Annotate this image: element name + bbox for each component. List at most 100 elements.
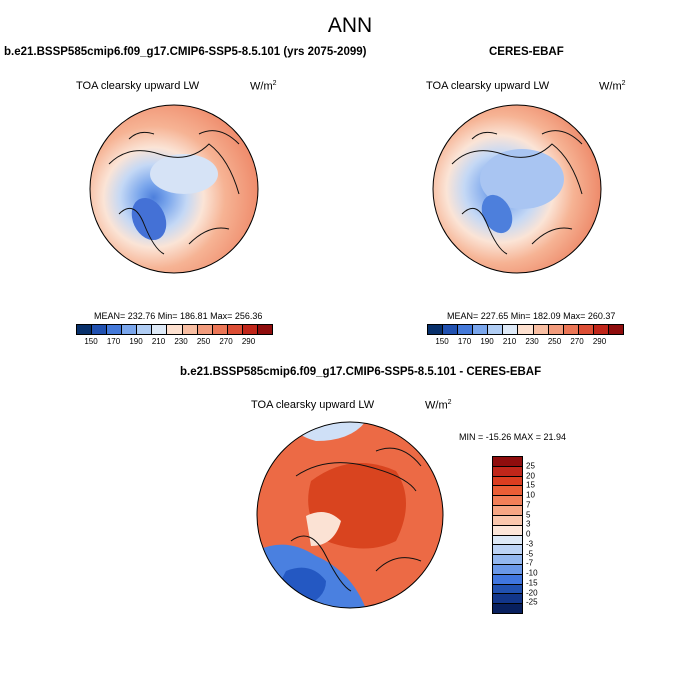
left-colorbar-segment [182, 325, 198, 334]
right-variable-label: TOA clearsky upward LW [426, 80, 550, 92]
right-units-label: W/m2 [599, 80, 626, 93]
left-greenland-cold-region [131, 197, 167, 241]
right-colorbar-segment [428, 325, 444, 334]
left-stats: MEAN= 232.76 Min= 186.81 Max= 256.36 [94, 311, 263, 321]
right-colorbar-segment [458, 325, 474, 334]
diff-colorbar-tick-label: 5 [526, 510, 531, 519]
right-colorbar-segment [563, 325, 579, 334]
right-colorbar-segment [503, 325, 519, 334]
left-colorbar-segment [227, 325, 243, 334]
diff-colorbar-segment [493, 535, 522, 546]
diff-colorbar-tick-label: 7 [526, 500, 531, 510]
diff-coastlines [290, 447, 422, 592]
left-colorbar-segment [242, 325, 258, 334]
right-arctic-ice-region [480, 149, 564, 209]
left-colorbar [76, 324, 273, 335]
left-colorbar-segment [167, 325, 183, 334]
diff-colorbar-segment [493, 476, 522, 487]
diff-colorbar-segment [493, 525, 522, 536]
right-colorbar-tick-label: 230 [525, 337, 539, 346]
diff-colorbar-tick-label: 20 [526, 471, 535, 480]
left-colorbar-tick-label: 150 [84, 337, 98, 346]
diff-colorbar-tick-label: -3 [526, 539, 534, 549]
right-colorbar [427, 324, 624, 335]
diff-colorbar [492, 456, 523, 614]
right-colorbar-segment [473, 325, 489, 334]
left-arctic-ice-region [150, 154, 218, 194]
diff-colorbar-segment [493, 555, 522, 565]
left-polar-map [89, 104, 259, 274]
diff-colorbar-segment [493, 545, 522, 556]
diff-colorbar-tick-label: 3 [526, 519, 531, 529]
diff-deep-cool [266, 567, 326, 608]
right-colorbar-tick-label: 270 [570, 337, 584, 346]
diff-colorbar-tick-label: -5 [526, 549, 534, 558]
left-colorbar-tick-label: 190 [129, 337, 143, 346]
right-panel-title: CERES-EBAF [489, 46, 564, 58]
diff-colorbar-tick-label: 15 [526, 480, 535, 490]
right-colorbar-segment [443, 325, 459, 334]
right-colorbar-segment [548, 325, 564, 334]
left-colorbar-tick-label: 290 [241, 337, 256, 346]
left-colorbar-tick-label: 210 [151, 337, 166, 346]
diff-colorbar-ticks: 25 20 15 10 7 5 3 0 -3 -5 -7 -10 -15 -20 -25 [526, 456, 556, 612]
diff-colorbar-tick-label: 25 [526, 461, 535, 471]
right-map-border [432, 104, 602, 274]
left-colorbar-segment [92, 325, 108, 334]
right-colorbar-segment [578, 325, 594, 334]
diff-colorbar-segment [493, 496, 522, 507]
diff-colorbar-segment [493, 466, 522, 477]
right-colorbar-tick-label: 250 [547, 337, 562, 346]
diff-colorbar-tick-label: -7 [526, 558, 534, 568]
right-colorbar-segment [593, 325, 609, 334]
left-colorbar-segment [77, 325, 93, 334]
diff-panel-title: b.e21.BSSP585cmip6.f09_g17.CMIP6-SSP5-8.… [180, 366, 542, 378]
left-colorbar-segment [107, 325, 123, 334]
left-panel-title: b.e21.BSSP585cmip6.f09_g17.CMIP6-SSP5-8.… [4, 46, 367, 58]
diff-colorbar-tick-label: -10 [526, 568, 538, 578]
right-colorbar-tick-label: 170 [457, 337, 472, 346]
diff-colorbar-segment [493, 604, 522, 613]
diff-colorbar-segment [493, 584, 522, 595]
left-colorbar-segment [197, 325, 213, 334]
left-colorbar-segment [257, 325, 273, 334]
right-colorbar-tick-label: 150 [435, 337, 449, 346]
diff-colorbar-tick-label: -25 [526, 597, 538, 607]
diff-colorbar-tick-label: 10 [526, 490, 535, 500]
left-colorbar-segment [212, 325, 228, 334]
diff-colorbar-segment [493, 574, 522, 585]
left-colorbar-segment [137, 325, 153, 334]
right-colorbar-segment [488, 325, 504, 334]
diff-colorbar-segment [493, 564, 522, 575]
diff-stats: MIN = -15.26 MAX = 21.94 [459, 432, 567, 442]
right-stats: MEAN= 227.65 Min= 182.09 Max= 260.37 [447, 311, 616, 321]
diff-colorbar-tick-label: -15 [526, 578, 538, 588]
right-colorbar-tick-label: 190 [480, 337, 494, 346]
left-colorbar-segment [152, 325, 168, 334]
left-units-label: W/m2 [250, 80, 277, 93]
diff-colorbar-segment [493, 506, 522, 516]
figure-title: ANN [327, 14, 373, 37]
right-colorbar-segment [608, 325, 624, 334]
diff-units-label: W/m2 [425, 399, 452, 412]
right-polar-map [432, 104, 602, 274]
left-colorbar-tick-label: 270 [219, 337, 233, 346]
right-coastlines [451, 130, 583, 255]
diff-colorbar-tick-label: -20 [526, 588, 538, 597]
diff-colorbar-segment [493, 515, 522, 526]
left-colorbar-tick-label: 170 [106, 337, 121, 346]
left-colorbar-segment [122, 325, 138, 334]
right-colorbar-segment [518, 325, 534, 334]
right-colorbar-tick-label: 210 [502, 337, 517, 346]
diff-colorbar-tick-label: 0 [526, 529, 531, 539]
diff-map-border [256, 421, 444, 609]
left-colorbar-tick-label: 250 [196, 337, 211, 346]
right-greenland-cold-region [481, 194, 513, 234]
diff-colorbar-segment [493, 457, 522, 467]
diff-colorbar-segment [493, 486, 522, 497]
diff-neutral-band [306, 512, 341, 546]
left-coastlines [108, 130, 240, 255]
left-map-border [89, 104, 259, 274]
diff-variable-label: TOA clearsky upward LW [251, 399, 375, 411]
diff-colorbar-segment [493, 594, 522, 605]
